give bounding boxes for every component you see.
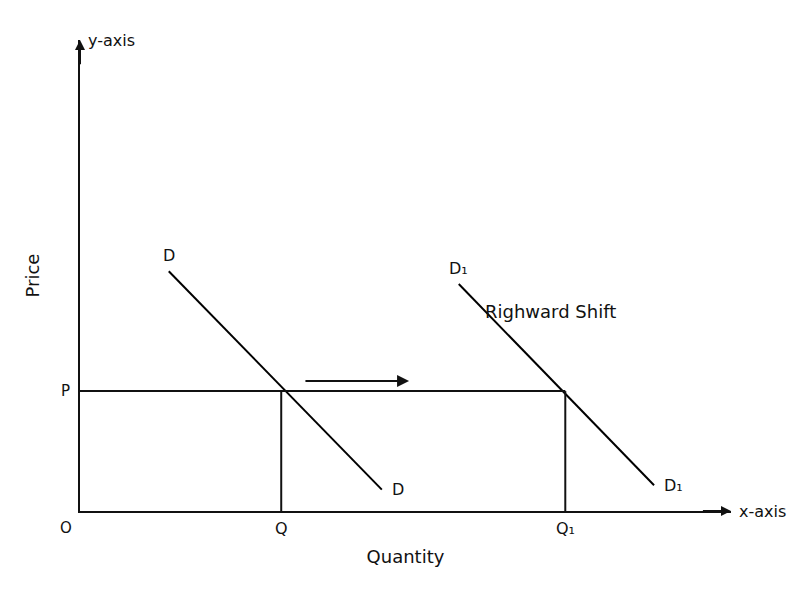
svg-text:Q: Q (275, 519, 288, 538)
svg-text:P: P (61, 382, 70, 400)
svg-text:x-axis: x-axis (739, 502, 786, 521)
svg-text:y-axis: y-axis (88, 31, 135, 50)
svg-text:Price: Price (22, 254, 43, 298)
svg-text:D₁: D₁ (449, 259, 468, 278)
svg-text:D: D (163, 246, 175, 265)
svg-text:Quantity: Quantity (367, 546, 445, 567)
svg-text:D: D (392, 480, 404, 499)
svg-text:Righward Shift: Righward Shift (485, 301, 616, 322)
svg-text:Q₁: Q₁ (556, 519, 575, 538)
svg-text:O: O (60, 519, 72, 537)
svg-text:D₁: D₁ (664, 476, 683, 495)
